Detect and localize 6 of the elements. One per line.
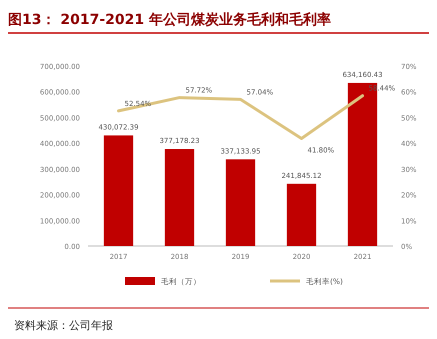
title: 图13： 2017-2021 年公司煤炭业务毛利和毛利率 xyxy=(8,12,331,28)
bar xyxy=(164,149,194,246)
bar xyxy=(226,159,256,246)
bar xyxy=(286,184,316,246)
text: 资料来源：公司年报 xyxy=(14,319,113,332)
bar xyxy=(104,135,134,246)
